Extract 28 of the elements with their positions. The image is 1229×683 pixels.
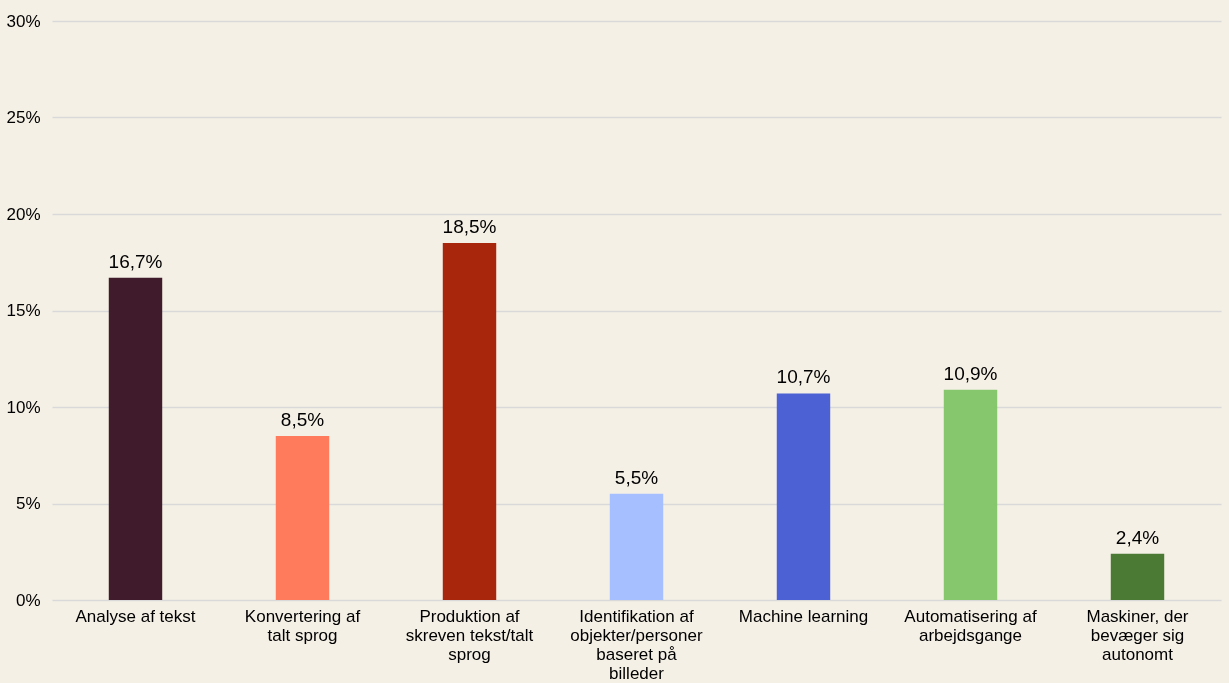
- data-label: 8,5%: [280, 408, 325, 430]
- data-label: 16,7%: [108, 250, 163, 272]
- data-label: 5,5%: [614, 466, 659, 488]
- x-tick-label: Produktion af skreven tekst/talt sprog: [405, 606, 534, 664]
- x-tick-label: Automatisering af arbejdsgange: [904, 606, 1037, 645]
- bar: [776, 393, 831, 600]
- data-label: 10,7%: [776, 366, 831, 388]
- x-tick-label: Analyse af tekst: [75, 606, 196, 626]
- y-tick-label: 15%: [6, 301, 41, 320]
- bar: [1110, 553, 1165, 600]
- y-tick-label: 30%: [6, 11, 41, 31]
- x-tick-label: Konvertering af talt sprog: [244, 606, 361, 645]
- bar: [108, 277, 163, 600]
- bar: [943, 389, 998, 600]
- x-tick-label: Identifikation af objekter/personer baseret på billeder: [570, 606, 703, 683]
- data-label: 2,4%: [1115, 526, 1160, 548]
- y-tick-label: 25%: [6, 108, 41, 127]
- y-tick-label: 0%: [15, 590, 41, 610]
- y-tick-label: 5%: [15, 494, 41, 513]
- data-label: 18,5%: [442, 215, 497, 237]
- data-label: 10,9%: [943, 362, 998, 384]
- x-tick-label: Machine learning: [738, 606, 869, 626]
- bar: [442, 242, 497, 600]
- bar: [609, 493, 664, 600]
- y-tick-label: 20%: [6, 204, 41, 224]
- y-tick-label: 10%: [6, 397, 41, 417]
- bar: [275, 435, 330, 600]
- x-tick-label: Maskiner, der bevæger sig autonomt: [1086, 606, 1189, 664]
